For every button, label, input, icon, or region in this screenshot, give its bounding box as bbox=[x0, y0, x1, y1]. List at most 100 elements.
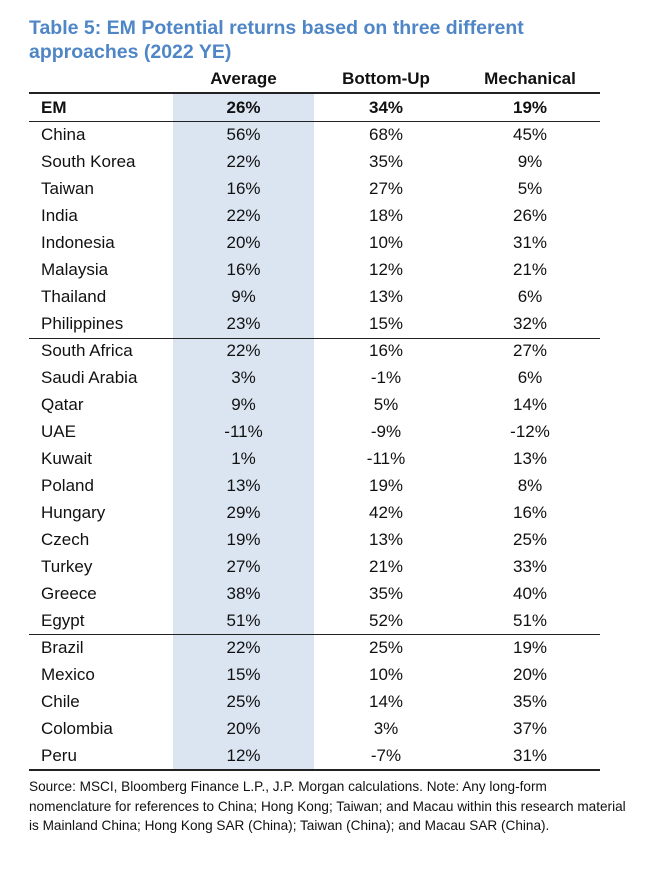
table-row: Malaysia 16% 12% 21% bbox=[29, 256, 600, 283]
cell-average: 16% bbox=[226, 179, 261, 198]
cell-mechanical: 20% bbox=[512, 665, 548, 684]
header-rule bbox=[29, 92, 600, 94]
cell-mechanical: 14% bbox=[512, 395, 548, 414]
cell-mechanical: 31% bbox=[512, 746, 548, 765]
cell-bottom-up: 13% bbox=[368, 530, 404, 549]
cell-average: 26% bbox=[226, 98, 261, 117]
cell-mechanical: 9% bbox=[517, 152, 543, 171]
row-label: South Korea bbox=[41, 152, 136, 171]
row-label: Malaysia bbox=[41, 260, 109, 279]
cell-bottom-up: 19% bbox=[368, 476, 404, 495]
table-row: Indonesia 20% 10% 31% bbox=[29, 229, 600, 256]
cell-average: 3% bbox=[231, 368, 256, 387]
cell-bottom-up: 68% bbox=[368, 125, 404, 144]
row-label: South Africa bbox=[41, 341, 133, 360]
table-row: India 22% 18% 26% bbox=[29, 202, 600, 229]
cell-average: 13% bbox=[226, 476, 261, 495]
cell-average: 9% bbox=[231, 395, 256, 414]
row-label: Egypt bbox=[41, 611, 85, 630]
cell-average: 51% bbox=[226, 611, 261, 630]
cell-average: 23% bbox=[226, 314, 261, 333]
row-label: Colombia bbox=[41, 719, 113, 738]
cell-mechanical: 31% bbox=[512, 233, 548, 252]
cell-mechanical: 13% bbox=[512, 449, 548, 468]
table-row: South Africa 22% 16% 27% bbox=[29, 337, 600, 364]
table-row: Colombia 20% 3% 37% bbox=[29, 715, 600, 742]
cell-bottom-up: -9% bbox=[370, 422, 402, 441]
cell-average: 9% bbox=[231, 287, 256, 306]
row-label: Kuwait bbox=[41, 449, 93, 468]
cell-average: 29% bbox=[226, 503, 261, 522]
table-row: Philippines 23% 15% 32% bbox=[29, 310, 600, 337]
cell-average: 27% bbox=[226, 557, 261, 576]
cell-average: 15% bbox=[226, 665, 261, 684]
cell-average: 1% bbox=[231, 449, 256, 468]
column-header-average: Average bbox=[210, 69, 277, 88]
row-label: Czech bbox=[41, 530, 90, 549]
row-label: Poland bbox=[41, 476, 94, 495]
cell-average: 19% bbox=[226, 530, 261, 549]
cell-mechanical: 45% bbox=[512, 125, 548, 144]
cell-bottom-up: 21% bbox=[368, 557, 404, 576]
cell-average: 22% bbox=[226, 341, 261, 360]
cell-bottom-up: 14% bbox=[368, 692, 404, 711]
cell-mechanical: 40% bbox=[512, 584, 548, 603]
cell-average: 16% bbox=[226, 260, 261, 279]
table-row: Hungary 29% 42% 16% bbox=[29, 499, 600, 526]
cell-mechanical: 19% bbox=[512, 638, 548, 657]
cell-mechanical: 35% bbox=[512, 692, 548, 711]
row-label: Brazil bbox=[41, 638, 84, 657]
row-label: Greece bbox=[41, 584, 97, 603]
table-row: Chile 25% 14% 35% bbox=[29, 688, 600, 715]
table-row: China 56% 68% 45% bbox=[29, 121, 600, 148]
table-row: South Korea 22% 35% 9% bbox=[29, 148, 600, 175]
row-label: Mexico bbox=[41, 665, 95, 684]
cell-bottom-up: 34% bbox=[368, 98, 404, 117]
table-row: Mexico 15% 10% 20% bbox=[29, 661, 600, 688]
cell-average: 25% bbox=[226, 692, 261, 711]
cell-bottom-up: 15% bbox=[368, 314, 404, 333]
table-row: Qatar 9% 5% 14% bbox=[29, 391, 600, 418]
cell-mechanical: 37% bbox=[512, 719, 548, 738]
table-row: Thailand 9% 13% 6% bbox=[29, 283, 600, 310]
bottom-rule bbox=[29, 769, 600, 771]
cell-bottom-up: 13% bbox=[368, 287, 404, 306]
cell-mechanical: 27% bbox=[512, 341, 548, 360]
cell-bottom-up: 10% bbox=[368, 233, 404, 252]
cell-bottom-up: 10% bbox=[368, 665, 404, 684]
table-row: Saudi Arabia 3% -1% 6% bbox=[29, 364, 600, 391]
column-header-bottom-up: Bottom-Up bbox=[342, 69, 430, 88]
cell-mechanical: -12% bbox=[510, 422, 550, 441]
row-label: Hungary bbox=[41, 503, 106, 522]
table-row: Brazil 22% 25% 19% bbox=[29, 634, 600, 661]
cell-mechanical: 6% bbox=[517, 368, 543, 387]
cell-bottom-up: 3% bbox=[373, 719, 399, 738]
cell-bottom-up: 35% bbox=[368, 152, 404, 171]
row-label: EM bbox=[41, 98, 67, 117]
cell-average: 20% bbox=[226, 719, 261, 738]
emea-divider-rule bbox=[29, 634, 600, 635]
row-label: China bbox=[41, 125, 86, 144]
table-row: Turkey 27% 21% 33% bbox=[29, 553, 600, 580]
cell-mechanical: 25% bbox=[512, 530, 548, 549]
cell-bottom-up: 18% bbox=[368, 206, 404, 225]
cell-mechanical: 6% bbox=[517, 287, 543, 306]
cell-average: 56% bbox=[226, 125, 261, 144]
cell-bottom-up: 16% bbox=[368, 341, 404, 360]
em-divider-rule bbox=[29, 121, 600, 122]
cell-bottom-up: 42% bbox=[368, 503, 404, 522]
cell-mechanical: 26% bbox=[512, 206, 548, 225]
table-title: Table 5: EM Potential returns based on t… bbox=[29, 17, 524, 63]
row-label: Turkey bbox=[41, 557, 93, 576]
cell-bottom-up: 27% bbox=[368, 179, 404, 198]
table-row: EM 26% 34% 19% bbox=[29, 94, 600, 121]
cell-average: 38% bbox=[226, 584, 261, 603]
cell-mechanical: 5% bbox=[517, 179, 543, 198]
cell-bottom-up: 12% bbox=[368, 260, 404, 279]
table-body: EM 26% 34% 19% China 56% 68% 45% South Korea 22% 3… bbox=[29, 94, 600, 769]
row-label: Taiwan bbox=[41, 179, 94, 198]
row-label: India bbox=[41, 206, 78, 225]
table-row: Egypt 51% 52% 51% bbox=[29, 607, 600, 634]
row-label: Saudi Arabia bbox=[41, 368, 138, 387]
cell-bottom-up: -7% bbox=[370, 746, 402, 765]
